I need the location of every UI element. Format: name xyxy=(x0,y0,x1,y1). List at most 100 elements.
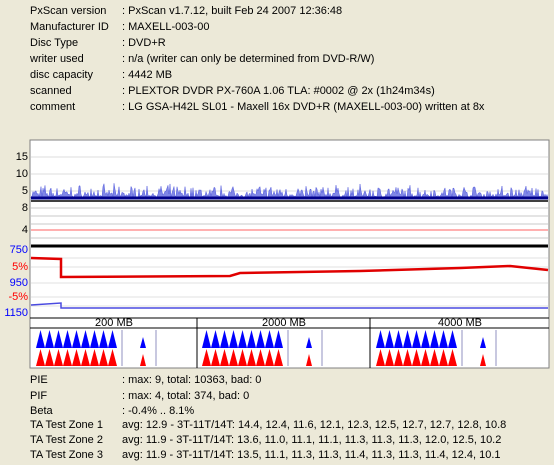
ta-peak-blue xyxy=(54,330,63,348)
ta-peak-red xyxy=(274,349,283,366)
ta-peak-red xyxy=(238,349,247,366)
ta-peak-red xyxy=(421,349,430,366)
ta-peak-red xyxy=(90,349,99,366)
ta-header: 2000 MB xyxy=(262,317,306,329)
stat-value: : max: 9, total: 10363, bad: 0 xyxy=(122,374,261,386)
ta-peak-red xyxy=(211,349,220,366)
ta-peak-red xyxy=(306,354,312,366)
beta-tick: 950 xyxy=(10,277,28,289)
info-value: : PxScan v1.7.12, built Feb 24 2007 12:3… xyxy=(122,5,342,17)
info-label: writer used xyxy=(29,53,84,65)
ta-peak-red xyxy=(140,354,146,366)
ta-peak-blue xyxy=(247,330,256,348)
info-label: scanned xyxy=(30,85,72,97)
ta-peak-blue xyxy=(265,330,274,348)
ta-peak-blue xyxy=(229,330,238,348)
ta-peak-blue xyxy=(202,330,211,348)
pif-tick: 4 xyxy=(22,224,28,236)
stat-value: : max: 4, total: 374, bad: 0 xyxy=(122,390,249,402)
ta-peak-blue xyxy=(45,330,54,348)
pie-tick: 5 xyxy=(22,185,28,197)
ta-peak-blue xyxy=(412,330,421,348)
ta-peak-red xyxy=(220,349,229,366)
ta-peak-red xyxy=(45,349,54,366)
ta-peak-blue xyxy=(72,330,81,348)
info-value: : 4442 MB xyxy=(122,69,172,81)
ta-header: 4000 MB xyxy=(438,317,482,329)
stat-value: avg: 11.9 - 3T-11T/14T: 13.5, 11.1, 11.3… xyxy=(122,449,501,461)
ta-peak-blue xyxy=(256,330,265,348)
ta-peak-red xyxy=(256,349,265,366)
ta-peak-blue xyxy=(211,330,220,348)
ta-peak-red xyxy=(376,349,385,366)
ta-peak-blue xyxy=(430,330,439,348)
ta-peak-blue xyxy=(394,330,403,348)
stat-label: TA Test Zone 1 xyxy=(30,419,103,431)
ta-peak-blue xyxy=(274,330,283,348)
ta-peak-blue xyxy=(480,337,486,348)
info-label: Disc Type xyxy=(30,37,78,49)
stat-label: TA Test Zone 3 xyxy=(30,449,103,461)
beta-tick: 5% xyxy=(12,261,28,273)
beta-tick: -5% xyxy=(8,291,28,303)
beta-line xyxy=(30,256,549,279)
stat-value: avg: 12.9 - 3T-11T/14T: 14.4, 12.4, 11.6… xyxy=(122,419,506,431)
ta-header: 200 MB xyxy=(95,317,133,329)
beta-tick: 1150 xyxy=(4,307,28,319)
graph-layers xyxy=(30,156,549,368)
ta-peak-red xyxy=(439,349,448,366)
info-value: : DVD+R xyxy=(122,37,166,49)
ta-peak-blue xyxy=(376,330,385,348)
pie-tick: 15 xyxy=(16,151,28,163)
ta-peak-blue xyxy=(63,330,72,348)
ta-peak-blue xyxy=(238,330,247,348)
pif-tick: 8 xyxy=(22,202,28,214)
pie-tick: 10 xyxy=(16,168,28,180)
ta-peak-blue xyxy=(385,330,394,348)
ta-peak-blue xyxy=(90,330,99,348)
info-label: PxScan version xyxy=(30,5,106,17)
ta-peak-red xyxy=(108,349,117,366)
ta-peak-red xyxy=(448,349,457,366)
stat-label: TA Test Zone 2 xyxy=(30,434,103,446)
info-label: disc capacity xyxy=(30,69,93,81)
ta-peak-red xyxy=(412,349,421,366)
ta-peak-blue xyxy=(108,330,117,348)
ta-peak-blue xyxy=(306,337,312,348)
info-label: comment xyxy=(30,101,75,113)
ta-peak-red xyxy=(54,349,63,366)
ta-peak-red xyxy=(99,349,108,366)
ta-peak-red xyxy=(229,349,238,366)
info-value: : n/a (writer can only be determined fro… xyxy=(122,53,374,65)
ta-peak-blue xyxy=(403,330,412,348)
ta-peak-blue xyxy=(220,330,229,348)
pie-noise xyxy=(30,183,549,199)
ta-peak-blue xyxy=(36,330,45,348)
ta-peak-red xyxy=(265,349,274,366)
ta-peak-blue xyxy=(81,330,90,348)
stat-label: PIF xyxy=(30,390,47,402)
ta-peak-red xyxy=(394,349,403,366)
ta-peak-red xyxy=(430,349,439,366)
ta-peak-red xyxy=(403,349,412,366)
ta-peak-blue xyxy=(99,330,108,348)
ta-peak-red xyxy=(202,349,211,366)
info-value: : LG GSA-H42L SL01 - Maxell 16x DVD+R (M… xyxy=(122,101,485,113)
ta-peak-red xyxy=(385,349,394,366)
ta-peak-red xyxy=(63,349,72,366)
ta-peak-red xyxy=(72,349,81,366)
stat-value: : -0.4% .. 8.1% xyxy=(122,405,194,417)
ta-peak-blue xyxy=(439,330,448,348)
ta-peak-blue xyxy=(448,330,457,348)
ta-peak-red xyxy=(247,349,256,366)
stat-value: avg: 11.9 - 3T-11T/14T: 13.6, 11.0, 11.1… xyxy=(122,434,501,446)
ta-peak-blue xyxy=(140,337,146,348)
ta-peak-red xyxy=(36,349,45,366)
info-label: Manufacturer ID xyxy=(30,21,109,33)
ta-peak-red xyxy=(480,354,486,366)
info-value: : PLEXTOR DVDR PX-760A 1.06 TLA: #0002 @… xyxy=(122,85,435,97)
jitter-line xyxy=(30,302,548,309)
stat-label: PIE xyxy=(30,374,48,386)
